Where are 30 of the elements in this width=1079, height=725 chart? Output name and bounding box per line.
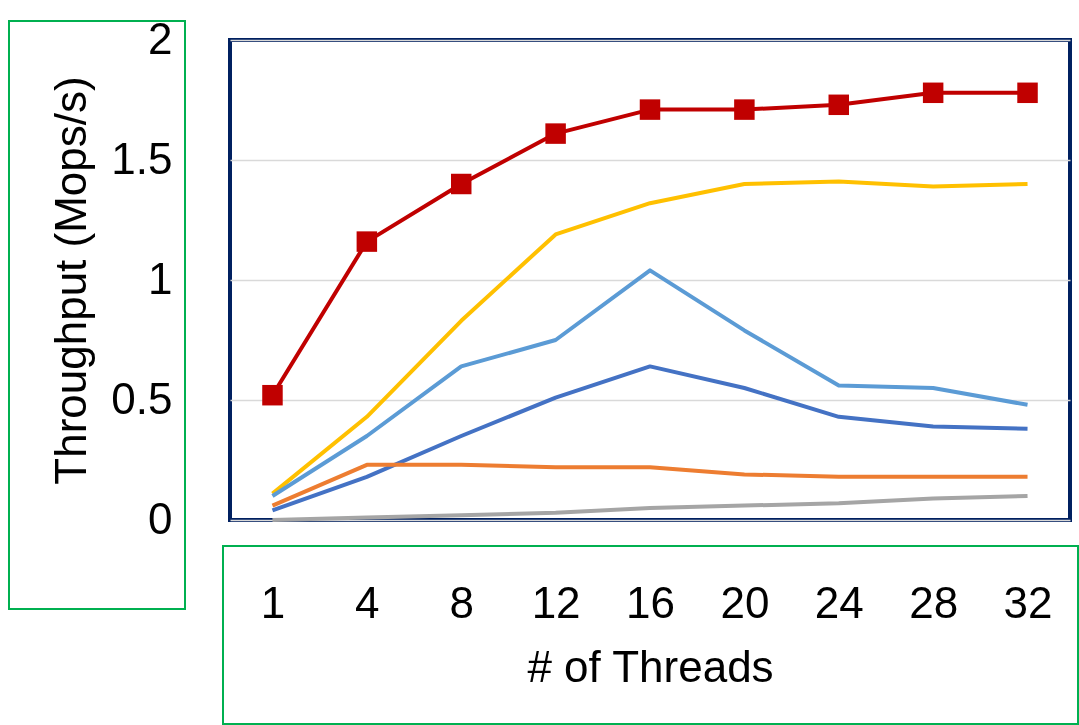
x-tick-label: 20: [720, 577, 770, 627]
x-tick-label: 32: [1003, 577, 1053, 627]
x-tick-label: 28: [909, 577, 959, 627]
x-tick-label: 8: [449, 577, 474, 627]
point: [828, 94, 850, 116]
y-tick-label: 2: [148, 13, 173, 63]
line-series: [270, 179, 1030, 496]
y-tick-label: 1: [148, 253, 173, 303]
point: [1017, 82, 1038, 104]
x-axis-title: # of Threads: [527, 641, 774, 691]
line-series: [270, 268, 1030, 498]
point: [639, 99, 661, 120]
y-axis-title: Throughput (Mops/s): [46, 76, 96, 485]
point: [734, 99, 755, 120]
point: [545, 123, 566, 144]
y-tick-label: 1.5: [111, 133, 173, 183]
x-tick-label: 1: [260, 577, 286, 627]
point: [922, 82, 944, 104]
point: [262, 384, 283, 406]
y-tick-label: 0: [148, 493, 173, 543]
line-series: [270, 494, 1030, 522]
x-tick-label: 16: [626, 577, 675, 627]
line-series: [270, 462, 1030, 508]
x-tick-label: 24: [814, 577, 864, 627]
point: [450, 173, 472, 195]
x-tick-label: 4: [355, 577, 380, 627]
x-tick-label: 12: [531, 577, 581, 627]
line-series: [270, 364, 1030, 513]
point: [356, 231, 378, 252]
y-tick-label: 0.5: [111, 373, 173, 423]
